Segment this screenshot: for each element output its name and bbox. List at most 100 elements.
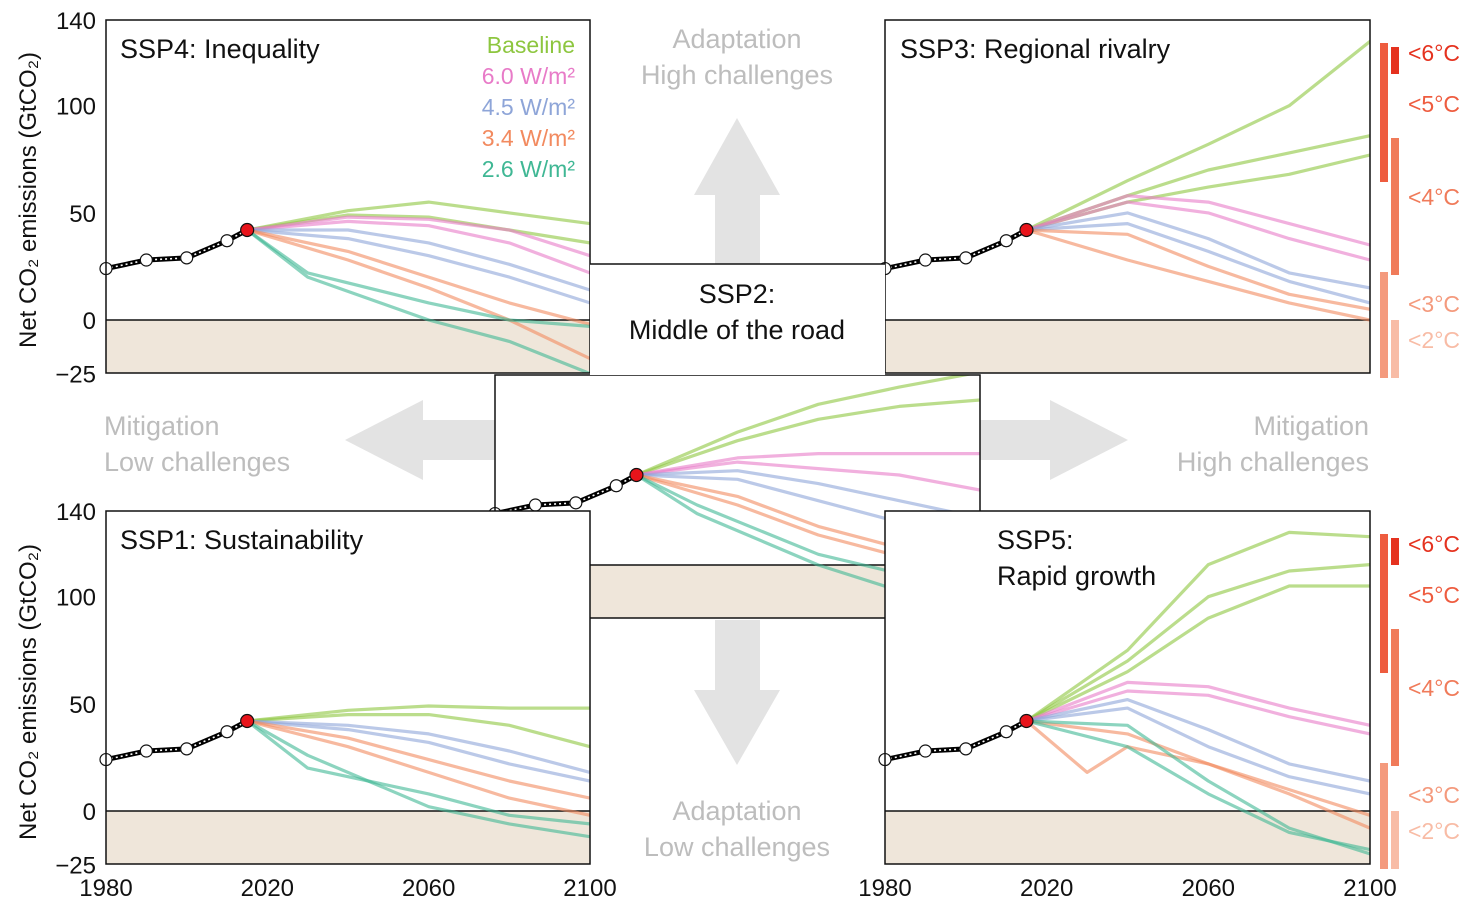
- series-line-4-5-w-m--6: [1024, 706, 1370, 796]
- ssp2-title-line2: Middle of the road: [629, 315, 845, 345]
- series-line-6-0-w-m--3: [1024, 680, 1370, 727]
- history-point: [609, 479, 623, 493]
- adaptation-low-line1: Adaptation: [672, 796, 801, 826]
- series-group: [245, 200, 590, 373]
- temperature-bar: [1380, 534, 1388, 673]
- temperature-bar: [1391, 138, 1399, 275]
- history-point: [139, 253, 153, 267]
- panel-frame: [105, 510, 591, 865]
- history-point: [918, 744, 933, 758]
- series-line-6-0-w-m--2: [634, 452, 980, 477]
- panel-title: SSP3: Regional rivalry: [900, 34, 1171, 64]
- history-point: [918, 253, 933, 267]
- legend-item-6-0-w-m-: 6.0 W/m²: [482, 63, 576, 89]
- y-tick-label: 50: [69, 201, 96, 228]
- arrow-up-icon: [694, 118, 780, 264]
- temperature-bar: [1391, 47, 1399, 74]
- temperature-label: <4°C: [1408, 184, 1460, 210]
- panel-title-line1: SSP5:: [997, 525, 1074, 555]
- x-tick-label: 2060: [1182, 875, 1235, 902]
- adaptation-high-line2: High challenges: [641, 60, 833, 90]
- series-line-baseline-1: [634, 398, 980, 477]
- series-line-4-5-w-m--5: [1024, 211, 1370, 290]
- temperature-label: <4°C: [1408, 675, 1460, 701]
- series-line-baseline-0: [1024, 39, 1370, 232]
- x-ticks-right: 1980 2020 2060 2100: [858, 875, 1396, 902]
- panel-title: SSP4: Inequality: [120, 34, 320, 64]
- x-tick-label: 2100: [563, 875, 616, 902]
- series-line-baseline-1: [245, 712, 590, 749]
- legend-item-baseline: Baseline: [487, 32, 575, 58]
- series-line-3-4-w-m--5: [245, 719, 590, 817]
- arrow-down-icon: [694, 620, 780, 765]
- series-line-3-4-w-m--7: [245, 228, 590, 361]
- temperature-bar: [1391, 320, 1399, 378]
- series-group: [1024, 530, 1370, 856]
- legend-item-4-5-w-m-: 4.5 W/m²: [482, 94, 576, 120]
- series-line-baseline-0: [245, 704, 590, 723]
- series-line-2-6-w-m--7: [245, 719, 590, 839]
- series-line-3-4-w-m--4: [245, 719, 590, 800]
- panel-ssp4: SSP4: Inequality: [99, 19, 591, 374]
- series-line-4-5-w-m--5: [1024, 697, 1370, 783]
- series-line-2-6-w-m--10: [1024, 719, 1370, 852]
- ssp2-title-line1: SSP2:: [699, 279, 776, 309]
- y-tick-label: 100: [56, 585, 96, 612]
- adaptation-low-line2: Low challenges: [644, 832, 830, 862]
- history-point: [959, 742, 973, 756]
- history-point: [220, 725, 234, 739]
- y-tick-label: 0: [83, 799, 96, 826]
- history-point: [528, 498, 543, 512]
- history-point: [180, 742, 194, 756]
- temperature-scale-bottom: <6°C <5°C <4°C <3°C <2°C: [1380, 531, 1460, 869]
- x-tick-label: 2020: [241, 875, 294, 902]
- y-tick-label: 140: [56, 499, 96, 526]
- temperature-bar: [1380, 272, 1388, 378]
- temperature-bar: [1380, 763, 1388, 869]
- plot-background: [106, 511, 590, 864]
- series-line-4-5-w-m--5: [245, 228, 590, 305]
- negative-emissions-area: [106, 811, 590, 864]
- series-line-6-0-w-m--3: [1024, 194, 1370, 247]
- y-ticks-top: 140 100 50 0 −25: [55, 8, 96, 389]
- current-emissions-point: [629, 467, 644, 483]
- current-emissions-point: [1019, 222, 1034, 238]
- history-point: [569, 496, 583, 510]
- y-tick-label: 100: [56, 94, 96, 121]
- temperature-bar: [1380, 43, 1388, 182]
- history-point: [139, 744, 153, 758]
- y-tick-label: −25: [55, 362, 96, 389]
- series-line-6-0-w-m--4: [1024, 200, 1370, 262]
- history-point: [180, 251, 194, 265]
- y-tick-label: −25: [55, 853, 96, 880]
- series-group: [1024, 39, 1370, 322]
- legend-item-3-4-w-m-: 3.4 W/m²: [482, 125, 576, 151]
- temperature-scale-top: <6°C <5°C <4°C <3°C <2°C: [1380, 40, 1460, 378]
- current-emissions-point: [1019, 713, 1034, 729]
- mitigation-low-line2: Low challenges: [104, 447, 290, 477]
- y-tick-label: 0: [83, 308, 96, 335]
- x-ticks-left: 1980 2020 2060 2100: [79, 875, 616, 902]
- series-line-4-5-w-m--2: [245, 719, 590, 775]
- y-axis-label-top: Net CO₂ emissions (GtCO₂): [15, 52, 42, 348]
- temperature-bar: [1391, 538, 1399, 565]
- mitigation-high-line1: Mitigation: [1253, 411, 1369, 441]
- arrow-left-icon: [345, 400, 495, 480]
- negative-emissions-area: [106, 320, 590, 373]
- panel-title: SSP1: Sustainability: [120, 525, 364, 555]
- legend-item-2-6-w-m-: 2.6 W/m²: [482, 156, 576, 182]
- series-line-baseline-0: [1024, 530, 1370, 723]
- panels: SSP4: Inequality SSP3: Regional rivalry SS…: [55, 8, 1396, 902]
- y-axis-label-bottom: Net CO₂ emissions (GtCO₂): [15, 544, 42, 840]
- panel-ssp1: SSP1: Sustainability: [99, 510, 591, 865]
- temperature-label: <3°C: [1408, 782, 1460, 808]
- series-line-4-5-w-m--4: [245, 228, 590, 292]
- series-line-3-4-w-m--7: [1024, 719, 1370, 817]
- history-point: [220, 234, 234, 248]
- series-line-2-6-w-m--9: [245, 228, 590, 373]
- temperature-label: <2°C: [1408, 818, 1460, 844]
- mitigation-low-line1: Mitigation: [104, 411, 220, 441]
- x-tick-label: 2060: [402, 875, 455, 902]
- direction-labels: Adaptation High challenges Adaptation Lo…: [104, 24, 1369, 862]
